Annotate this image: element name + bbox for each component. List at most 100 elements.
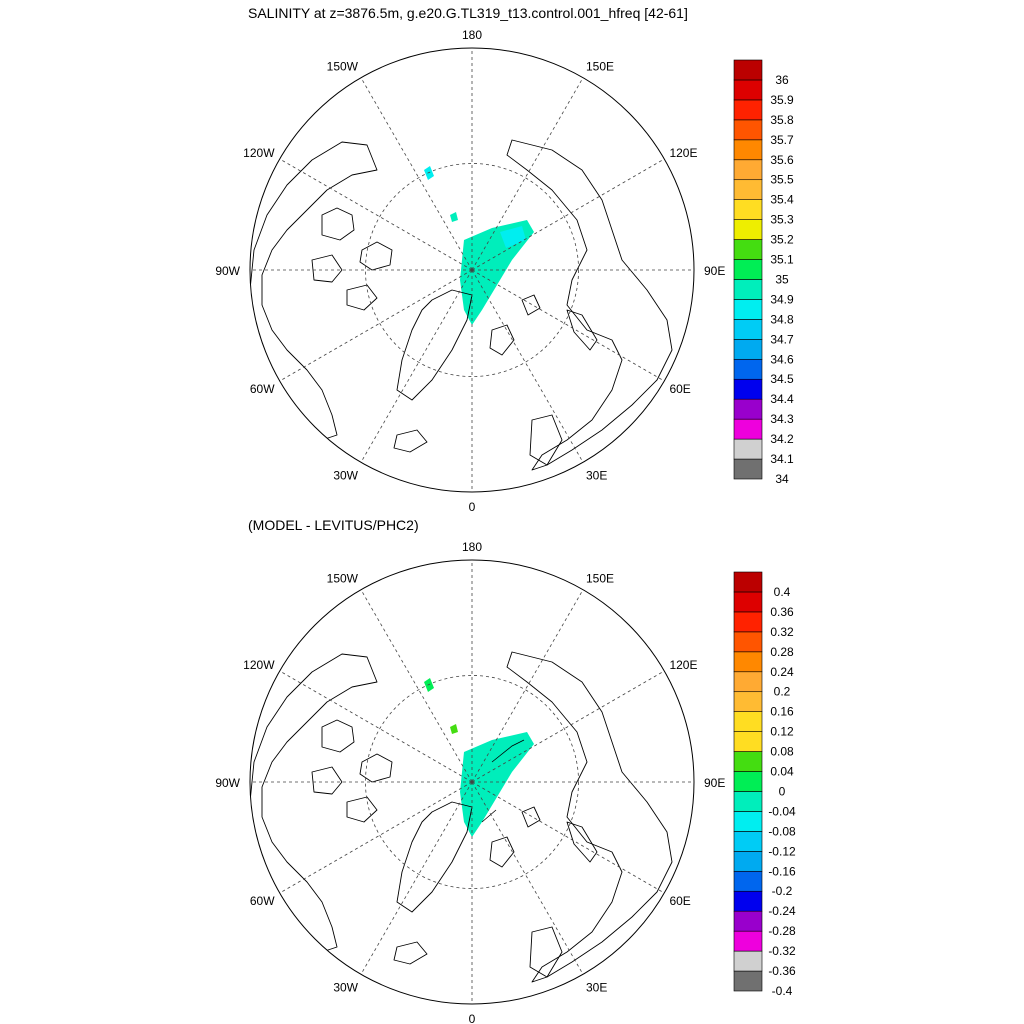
field-patch	[424, 678, 434, 692]
colorbar-tick-label: 35.8	[770, 113, 794, 127]
meridian-line	[471, 77, 584, 271]
colorbar-tick-label: 35.4	[770, 193, 794, 207]
meridian-line	[471, 781, 665, 894]
colorbar-segment	[733, 159, 763, 181]
colorbar-segment	[733, 910, 763, 932]
colorbar-segment	[733, 438, 763, 460]
meridian-line	[471, 158, 665, 271]
longitude-label: 120W	[243, 146, 275, 160]
coastline	[321, 207, 355, 241]
colorbar-segment	[733, 711, 763, 732]
longitude-label: 150E	[586, 60, 614, 74]
coastline	[359, 753, 393, 783]
colorbar-tick-label: 35.7	[770, 133, 794, 147]
meridian-line	[471, 670, 665, 783]
coastline	[250, 653, 378, 953]
panel-2-title: (MODEL - LEVITUS/PHC2)	[248, 517, 419, 533]
coastline	[506, 139, 673, 471]
colorbar-segment	[733, 771, 763, 792]
colorbar-segment	[733, 791, 763, 812]
colorbar-segment	[733, 831, 763, 852]
coastline	[321, 719, 355, 753]
colorbar-segment	[733, 930, 763, 952]
longitude-label: 30W	[333, 468, 358, 482]
colorbar-segment	[733, 671, 763, 693]
longitude-label: 150W	[327, 572, 359, 586]
colorbar-tick-label: 0.24	[770, 665, 794, 679]
longitude-label: 60W	[250, 894, 275, 908]
colorbar-tick-label: -0.28	[768, 924, 796, 938]
colorbar-tick-label: -0.24	[768, 904, 796, 918]
longitude-label: 60E	[669, 894, 690, 908]
longitude-label: 0	[469, 1012, 476, 1024]
longitude-label: 60W	[250, 382, 275, 396]
coastline	[489, 836, 515, 868]
colorbar-segment	[733, 119, 763, 141]
colorbar-segment	[733, 651, 763, 673]
colorbar-tick-label: 35.5	[770, 173, 794, 187]
colorbar-tick-label: 34.7	[770, 332, 794, 346]
colorbar-segment	[733, 299, 763, 320]
field-patch	[450, 724, 458, 734]
colorbar-segment	[733, 219, 763, 240]
map-content	[250, 560, 694, 1004]
colorbar-segment	[733, 458, 763, 480]
colorbar-segment	[733, 691, 763, 712]
panel-1-title: SALINITY at z=3876.5m, g.e20.G.TL319_t13…	[248, 5, 688, 21]
colorbar-segment	[733, 751, 763, 772]
colorbar-segment	[733, 851, 763, 872]
meridian-line	[471, 269, 665, 382]
colorbar-segment	[733, 59, 763, 81]
colorbar-segment	[733, 139, 763, 161]
coastline	[529, 926, 563, 978]
coastline	[506, 651, 673, 983]
colorbar-segment	[733, 79, 763, 101]
colorbar-tick-label: -0.16	[768, 864, 796, 878]
colorbar-segment	[733, 358, 763, 380]
field-patch	[450, 212, 458, 222]
colorbar-segment	[733, 571, 763, 593]
coastline	[250, 141, 378, 441]
colorbar-tick-label: -0.32	[768, 944, 796, 958]
colorbar-segment	[733, 418, 763, 440]
colorbar-segment	[733, 591, 763, 613]
colorbar-segment	[733, 970, 763, 992]
coastline	[521, 294, 541, 316]
colorbar-segment	[733, 99, 763, 121]
colorbar-tick-label: 0.32	[770, 625, 794, 639]
colorbar-tick-label: 0.2	[774, 685, 791, 699]
polar-map-salinity: 180 150E 120E 90E 60E 30E 0 30W 60W 90W 120W 150W	[215, 28, 725, 514]
longitude-label: 120W	[243, 658, 275, 672]
longitude-label: 180	[462, 28, 482, 42]
colorbar-segment	[733, 179, 763, 200]
latitude-circle	[365, 675, 579, 889]
meridian-line	[279, 670, 473, 783]
coastline	[393, 429, 428, 453]
colorbar-tick-label: 34.6	[770, 352, 794, 366]
colorbar-segment	[733, 378, 763, 400]
colorbar-segment	[733, 731, 763, 752]
longitude-label: 0	[469, 500, 476, 514]
colorbar-segment	[733, 199, 763, 220]
colorbar-tick-label: 34.5	[770, 372, 794, 386]
meridian-line	[471, 781, 584, 975]
colorbar-segment	[733, 279, 763, 300]
coastline	[529, 414, 563, 466]
coastline	[396, 801, 473, 913]
colorbar-tick-label: 35	[775, 272, 789, 286]
coastline	[346, 284, 378, 311]
coastline	[396, 289, 473, 401]
meridian-line	[471, 269, 584, 463]
colorbar-tick-label: 34.4	[770, 392, 794, 406]
meridian-line	[360, 589, 473, 783]
latitude-circle	[365, 163, 579, 377]
colorbar-segment	[733, 239, 763, 260]
contour-line	[491, 739, 525, 763]
colorbar-tick-label: 0.28	[770, 645, 794, 659]
colorbar-tick-label: 0.12	[770, 725, 794, 739]
colorbar-tick-label: -0.4	[772, 984, 793, 998]
colorbar-tick-label: 36	[775, 73, 789, 87]
meridian-line	[279, 781, 473, 894]
colorbar-tick-label: 0.36	[770, 605, 794, 619]
meridian-line	[360, 77, 473, 271]
